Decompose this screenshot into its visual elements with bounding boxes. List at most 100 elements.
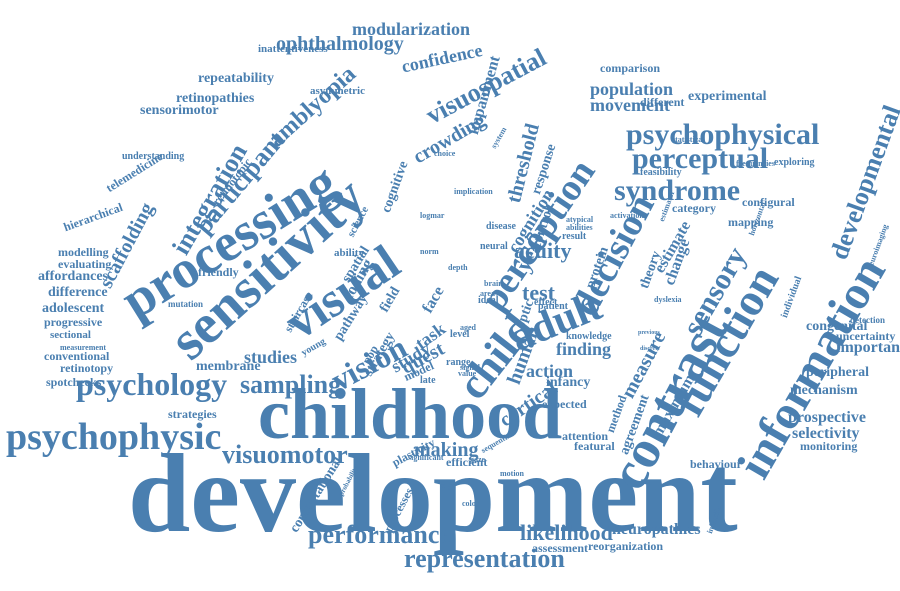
word-development: development — [128, 432, 738, 556]
word-population: population — [590, 79, 674, 99]
word-hierarchical: hierarchical — [61, 199, 125, 235]
word-comparison: comparison — [600, 61, 660, 75]
word-implication: implication — [454, 187, 493, 196]
word-activation: activation — [610, 211, 644, 220]
word-category: category — [672, 201, 716, 215]
word-repeatability: repeatability — [198, 71, 274, 86]
word-understanding: understanding — [122, 151, 185, 162]
word-performance: performance — [308, 520, 451, 549]
word-late: late — [420, 375, 436, 386]
word-reorganization: reorganization — [588, 539, 664, 553]
word-sensorimotor: sensorimotor — [140, 103, 219, 118]
word-motion: motion — [500, 469, 524, 478]
word-previous: previous — [638, 330, 660, 336]
word-choice: choice — [434, 149, 456, 158]
word-developmental: developmental — [824, 101, 900, 264]
word-cognitive: cognitive — [379, 159, 412, 215]
word-likelihood: likelihood — [520, 520, 613, 545]
word-evaluating: evaluating — [58, 257, 112, 271]
word-knowledge: knowledge — [566, 331, 612, 342]
word-gaze: gaze — [470, 455, 486, 464]
word-uncertainty: uncertainty — [836, 329, 896, 343]
word-ideal: ideal — [478, 295, 499, 306]
word-syndrome: syndrome — [614, 174, 741, 207]
word-discrete: discrete — [640, 346, 660, 352]
word-brain: brain — [484, 279, 503, 288]
word-face: face — [419, 283, 448, 316]
word-mechanism: mechanism — [790, 383, 858, 398]
word-edge: edge — [440, 481, 456, 490]
word-dyslexia: dyslexia — [654, 295, 682, 304]
word-adolescent: adolescent — [42, 301, 105, 316]
word-test: test — [522, 280, 555, 305]
word-mutation: mutation — [168, 299, 204, 309]
word-difference: difference — [48, 285, 108, 300]
word-significant: significant — [408, 453, 444, 462]
word-representation: representation — [404, 544, 565, 573]
word-configural: configural — [742, 195, 795, 209]
word-congenital: congenital — [806, 319, 868, 334]
word-progressive: progressive — [44, 315, 103, 329]
word-signal: signal — [460, 363, 481, 372]
word-studies: studies — [244, 347, 298, 367]
word-aged: aged — [460, 323, 476, 332]
word-exploring: exploring — [774, 157, 815, 168]
word-featural: featural — [574, 439, 615, 453]
word-infancy: infancy — [546, 375, 591, 390]
word-selectivity: selectivity — [792, 425, 860, 442]
word-neuropathies: neuropathies — [612, 521, 701, 538]
word-sampling: sampling — [240, 370, 342, 399]
word-sectional: sectional — [50, 329, 91, 341]
word-visuomotor: visuomotor — [222, 440, 348, 469]
word-norm: norm — [420, 247, 439, 256]
word-retinotopy: retinotopy — [60, 361, 114, 375]
word-abilities: abilities — [566, 223, 593, 232]
word-attention: attention — [562, 429, 608, 443]
word-ophthalmology: ophthalmology — [276, 33, 404, 55]
word-strategies: strategies — [168, 407, 217, 421]
word-efficient: efficient — [446, 455, 488, 469]
word-logmar: logmar — [420, 211, 445, 220]
word-prospective: prospective — [788, 409, 866, 426]
word-measurement: measurement — [60, 343, 107, 352]
word-patient: patient — [538, 301, 568, 312]
word-atypical: atypical — [566, 215, 594, 224]
word-childhood: childhood — [258, 374, 563, 454]
word-detection: detection — [850, 315, 885, 325]
word-important: important — [836, 339, 900, 356]
word-neural: neural — [480, 241, 508, 252]
word-depth: depth — [448, 263, 468, 272]
word-amblyopia: amblyopia — [263, 60, 362, 153]
word-finding: finding — [556, 339, 612, 359]
word-asymmetric: asymmetric — [310, 85, 365, 97]
word-modelling: modelling — [58, 245, 109, 259]
word-color: color — [462, 499, 480, 508]
word-acuity: acuity — [514, 238, 572, 263]
word-conventional: conventional — [44, 349, 110, 363]
word-psychophysic: psychophysic — [6, 416, 222, 458]
word-different: different — [640, 95, 685, 109]
word-movement: movement — [590, 95, 670, 115]
word-affordances: affordances — [38, 269, 108, 284]
word-behaviour: behaviour — [690, 457, 743, 471]
word-system: system — [489, 125, 509, 150]
word-action: action — [526, 361, 573, 381]
word-area: area — [480, 289, 495, 298]
word-monitoring: monitoring — [800, 439, 858, 453]
word-psychophysical: psychophysical — [626, 118, 820, 151]
word-perceptual: perceptual — [632, 142, 769, 175]
word-friendly: friendly — [198, 265, 239, 279]
word-statistical: statistical — [672, 135, 705, 144]
word-peripheral: peripheral — [806, 365, 869, 380]
word-level: level — [450, 329, 470, 340]
word-confidence: confidence — [399, 39, 485, 77]
word-modularization: modularization — [352, 19, 471, 39]
word-feasibility: feasibility — [640, 167, 682, 178]
word-ability: ability — [334, 247, 364, 259]
word-range: range — [446, 357, 471, 368]
word-expected: expected — [542, 397, 587, 411]
word-retinopathies: retinopathies — [176, 91, 255, 106]
word-membrane: membrane — [196, 359, 261, 374]
word-mapping: mapping — [728, 215, 774, 229]
